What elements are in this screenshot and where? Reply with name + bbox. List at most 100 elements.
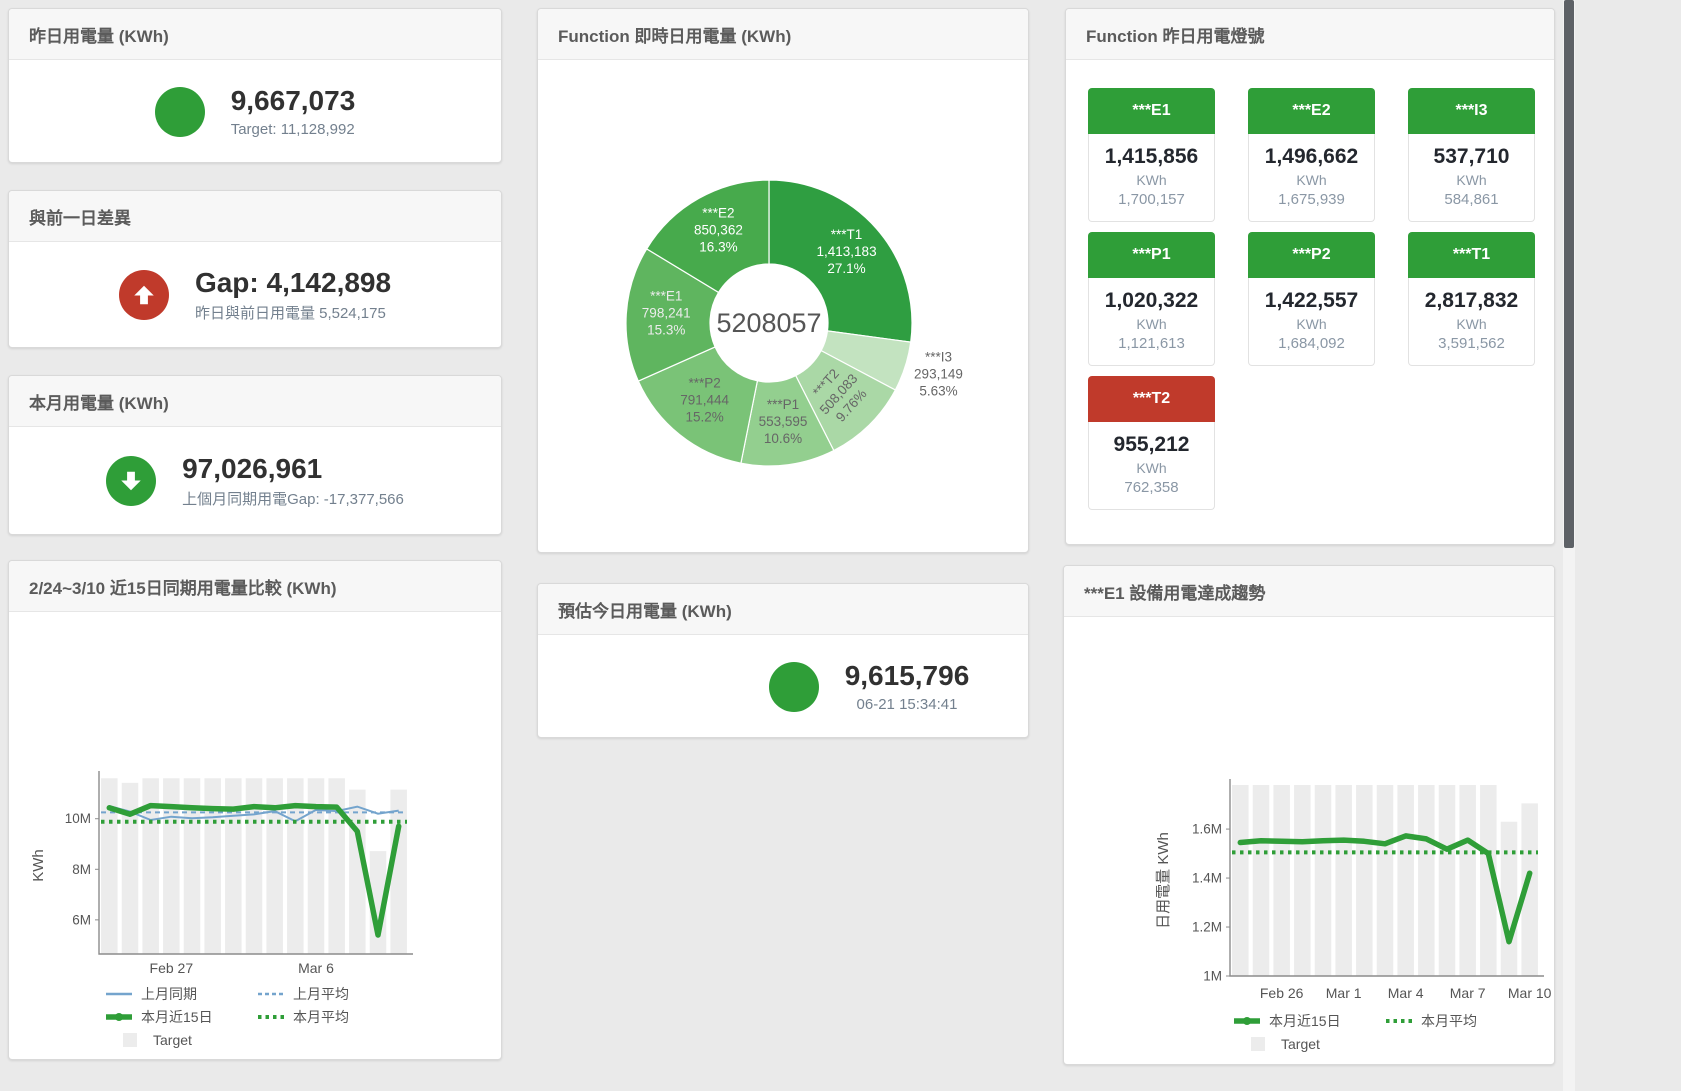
- card-title: 預估今日用電量 (KWh): [538, 584, 1028, 635]
- card-yesterday-status-lights: Function 昨日用電燈號 ***E1 1,415,856 KWh 1,700,1…: [1065, 8, 1555, 545]
- tile-value: 2,817,832: [1424, 289, 1519, 312]
- status-circle-icon: [154, 86, 205, 137]
- tile-status-header: ***P1: [1088, 232, 1215, 278]
- card-e1-trend-chart: ***E1 設備用電達成趨勢 1M 1.2M 1.4M 1.6M 日用電量 KWh Feb…: [1063, 565, 1555, 1065]
- target-bar: [1273, 785, 1290, 976]
- donut-chart: ***T1 1,413,183 27.1%***I3 293,149 5.63%***T…: [625, 179, 963, 467]
- donut-slice-label: ***P2 791,444 15.2%: [680, 375, 729, 424]
- legend-swatch-thick-icon: [106, 1013, 132, 1021]
- tile-body: 537,710 KWh 584,861: [1408, 134, 1535, 222]
- target-bar: [1356, 785, 1373, 976]
- series-line-上月同期: [109, 805, 399, 823]
- kpi-value: Gap: 4,142,898: [194, 266, 392, 298]
- x-tick-label: Mar 1: [1326, 985, 1362, 1001]
- tile-status-header: ***E1: [1088, 88, 1215, 134]
- series-line-本月近15日: [1237, 833, 1533, 945]
- legend-swatch-dots-icon: [258, 1015, 284, 1019]
- donut-slice-label: ***P1 553,595 10.6%: [759, 397, 808, 446]
- legend-swatch-line-icon: [106, 992, 132, 996]
- donut-slice-label: ***E1 798,241 15.3%: [642, 288, 691, 337]
- card-title: ***E1 設備用電達成趨勢: [1064, 566, 1554, 617]
- card-yesterday-usage: 昨日用電量 (KWh) 9,667,073 Target: 11,128,992: [8, 8, 502, 163]
- target-bar: [1521, 803, 1538, 976]
- target-bar: [1335, 785, 1352, 976]
- light-tile-T1: ***T1 2,817,832 KWh 3,591,562: [1408, 232, 1535, 366]
- donut-slice-label: ***I3 293,149 5.63%: [914, 349, 963, 398]
- donut-slice-label: ***E2 850,362 16.3%: [694, 205, 743, 254]
- tile-target: 1,675,939: [1278, 191, 1345, 208]
- tile-unit: KWh: [1456, 316, 1487, 332]
- target-bar: [204, 778, 221, 954]
- scrollbar-track[interactable]: [1563, 0, 1575, 1091]
- x-tick-label: Feb 27: [150, 960, 194, 976]
- tile-value: 955,212: [1113, 433, 1190, 456]
- donut-slice-E2[interactable]: [645, 179, 770, 294]
- donut-slice-E1[interactable]: [625, 248, 720, 382]
- x-tick-label: Mar 7: [1450, 985, 1486, 1001]
- y-axis-label: KWh: [30, 849, 47, 882]
- tile-status-header: ***P2: [1248, 232, 1375, 278]
- y-tick-label: 6M: [72, 912, 91, 927]
- tile-unit: KWh: [1136, 316, 1167, 332]
- y-tick-label: 8M: [72, 862, 91, 877]
- legend-label: Target: [153, 1032, 192, 1048]
- card-month-usage: 本月用電量 (KWh) 97,026,961 上個月同期用電Gap: -17,3…: [8, 375, 502, 535]
- legend-item-本月近15日[interactable]: 本月近15日: [104, 1007, 256, 1027]
- donut-slice-P2[interactable]: [637, 346, 759, 464]
- card-title: Function 昨日用電燈號: [1066, 9, 1554, 60]
- scrollbar-thumb[interactable]: [1564, 0, 1574, 548]
- kpi-value: 97,026,961: [182, 452, 323, 484]
- tile-status-header: ***E2: [1248, 88, 1375, 134]
- tile-status-header: ***I3: [1408, 88, 1535, 134]
- y-tick-label: 10M: [65, 811, 91, 826]
- y-tick-label: 1.6M: [1192, 822, 1222, 837]
- tile-value: 537,710: [1433, 145, 1510, 168]
- light-tile-P1: ***P1 1,020,322 KWh 1,121,613: [1088, 232, 1215, 366]
- legend-swatch-dash-icon: [258, 992, 284, 996]
- x-tick-label: Mar 6: [298, 960, 334, 976]
- light-tile-P2: ***P2 1,422,557 KWh 1,684,092: [1248, 232, 1375, 366]
- target-bar: [328, 778, 345, 954]
- kpi-subtitle: Target: 11,128,992: [230, 120, 355, 138]
- card-title: 昨日用電量 (KWh): [9, 9, 501, 60]
- x-tick-label: Mar 4: [1388, 985, 1424, 1001]
- donut-slice-T1[interactable]: [768, 179, 913, 343]
- tile-status-header: ***T2: [1088, 376, 1215, 422]
- y-tick-label: 1.4M: [1192, 871, 1222, 886]
- target-bar: [1314, 785, 1332, 976]
- card-15day-compare-chart: 2/24~3/10 近15日同期用電量比較 (KWh) 6M 8M 10M KWh Fe…: [8, 560, 502, 1060]
- x-tick-label: Feb 26: [1260, 985, 1304, 1001]
- tile-value: 1,422,557: [1264, 289, 1359, 312]
- axis-lines: [98, 771, 413, 955]
- legend-item-Target[interactable]: Target: [1244, 1036, 1320, 1052]
- legend-item-本月平均[interactable]: 本月平均: [1384, 1011, 1477, 1031]
- tile-unit: KWh: [1296, 316, 1327, 332]
- target-bar: [142, 778, 159, 954]
- legend-swatch-thick-icon: [1234, 1017, 1260, 1025]
- arrow-up-circle-icon: [118, 270, 169, 320]
- tile-status-header: ***T1: [1408, 232, 1535, 278]
- kpi-value: 9,667,073: [230, 85, 356, 117]
- card-title: Function 即時日用電量 (KWh): [538, 9, 1028, 60]
- tile-target: 762,358: [1124, 479, 1179, 496]
- tile-value: 1,020,322: [1104, 289, 1199, 312]
- arrow-down-icon: [121, 471, 141, 491]
- target-bar: [1480, 785, 1497, 976]
- legend-item-Target[interactable]: Target: [116, 1032, 192, 1048]
- target-bar: [1376, 785, 1394, 976]
- target-bar: [225, 778, 242, 954]
- legend-item-上月平均[interactable]: 上月平均: [256, 984, 349, 1004]
- legend-item-上月同期[interactable]: 上月同期: [104, 984, 256, 1004]
- legend-item-本月近15日[interactable]: 本月近15日: [1232, 1011, 1384, 1031]
- kpi-value: 9,615,796: [844, 660, 970, 692]
- legend-item-本月平均[interactable]: 本月平均: [256, 1007, 349, 1027]
- target-bar: [183, 778, 201, 954]
- target-bar: [101, 778, 118, 954]
- legend-swatch-bar-icon: [123, 1033, 137, 1047]
- tile-body: 1,496,662 KWh 1,675,939: [1248, 134, 1375, 222]
- lights-grid: ***E1 1,415,856 KWh 1,700,157 ***E2 1,496,662…: [1066, 60, 1554, 510]
- tile-unit: KWh: [1136, 460, 1167, 476]
- trend-chart-legend: 本月近15日 本月平均 Target: [1232, 1012, 1477, 1058]
- light-tile-E2: ***E2 1,496,662 KWh 1,675,939: [1248, 88, 1375, 222]
